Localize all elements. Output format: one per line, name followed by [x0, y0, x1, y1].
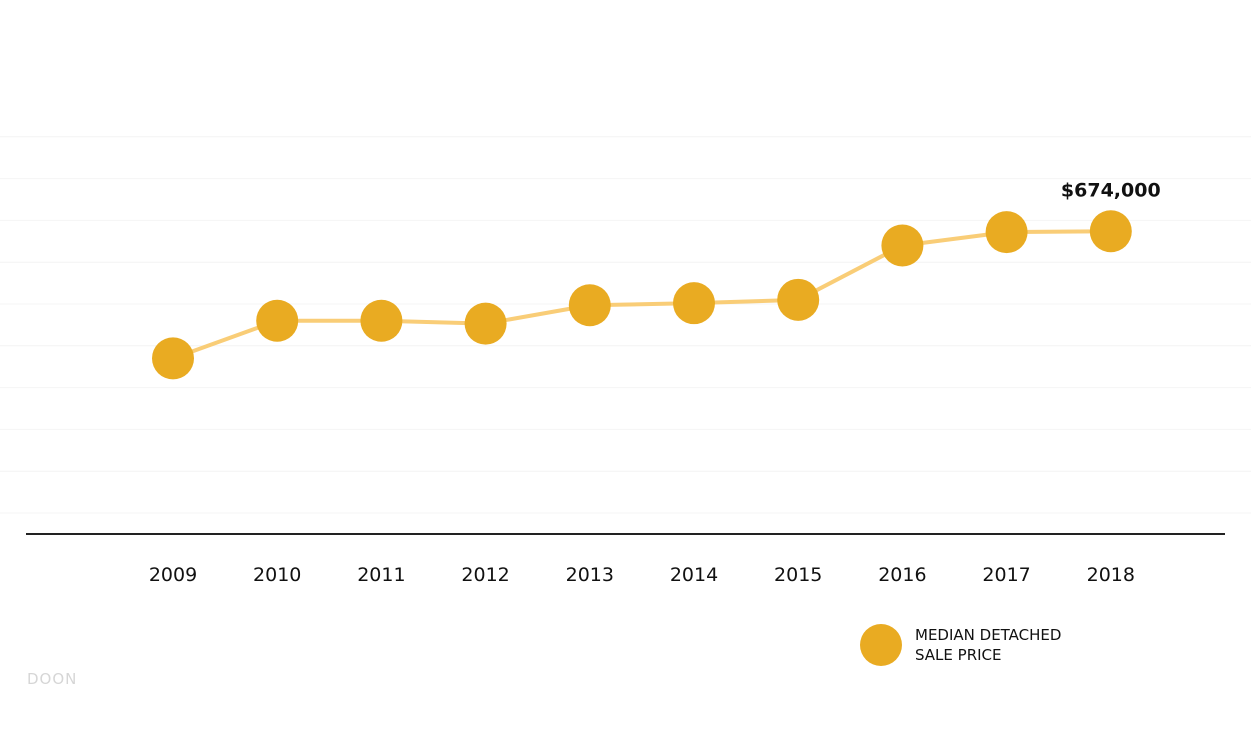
legend-label-line-1: MEDIAN DETACHED [915, 626, 1062, 644]
data-point-2015 [777, 278, 820, 321]
watermark: DOON [27, 670, 78, 688]
x-tick-label-2013: 2013 [566, 564, 614, 586]
x-tick-label-2018: 2018 [1087, 564, 1135, 586]
data-label-2018: $674,000 [1061, 179, 1161, 201]
data-points [152, 210, 1132, 380]
x-tick-labels: 2009 2010 2011 2012 2013 2014 2015 2016 2017 2018 [149, 564, 1135, 586]
legend-label: MEDIAN DETACHED SALE PRICE [915, 625, 1105, 665]
x-tick-label-2010: 2010 [253, 564, 301, 586]
x-tick-label-2017: 2017 [982, 564, 1030, 586]
x-tick-label-2009: 2009 [149, 564, 197, 586]
x-tick-label-2012: 2012 [461, 564, 509, 586]
x-tick-label-2011: 2011 [357, 564, 405, 586]
data-point-2012 [464, 302, 507, 345]
legend-swatch [860, 624, 902, 666]
data-point-2011 [360, 299, 403, 342]
series-line [171, 229, 1113, 361]
legend: MEDIAN DETACHED SALE PRICE [860, 624, 1105, 666]
data-point-2014 [673, 282, 715, 325]
data-point-2016 [881, 224, 924, 267]
x-tick-label-2014: 2014 [670, 564, 718, 586]
legend-label-line-2: SALE PRICE [915, 646, 1002, 664]
data-point-2013 [568, 284, 611, 327]
data-point-2010 [256, 299, 299, 342]
x-tick-label-2015: 2015 [774, 564, 822, 586]
data-point-2017 [985, 211, 1028, 254]
data-point-2009 [152, 337, 194, 380]
annotations: $674,000 [1061, 179, 1161, 201]
x-tick-label-2016: 2016 [878, 564, 926, 586]
data-point-2018 [1089, 210, 1132, 253]
